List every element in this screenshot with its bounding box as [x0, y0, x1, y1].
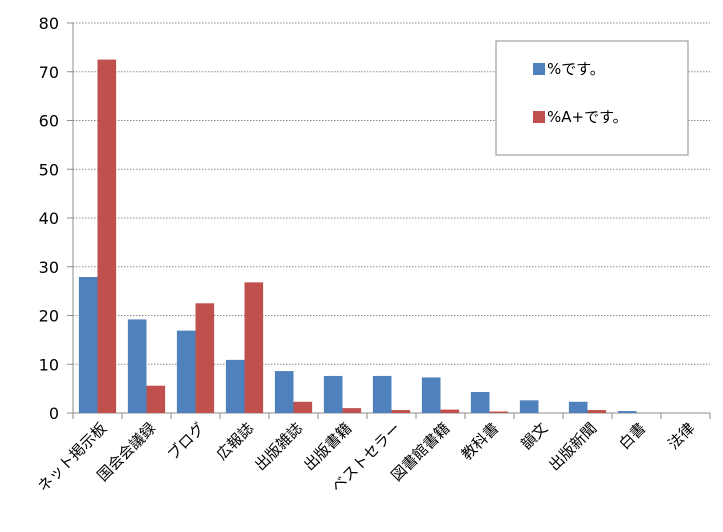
x-tick-label: 白書 — [615, 419, 649, 453]
bar-desu — [617, 411, 637, 413]
bar-desu — [323, 375, 343, 413]
legend-label: %A+です。 — [547, 108, 628, 126]
x-tick-label: 韻文 — [517, 419, 551, 453]
legend-swatch — [533, 111, 545, 123]
x-tick-label: 法律 — [664, 419, 698, 453]
legend-swatch — [533, 63, 545, 75]
bar-desu — [78, 276, 98, 413]
y-tick-label: 10 — [39, 355, 59, 374]
x-tick-label: 出版新聞 — [545, 419, 600, 474]
y-tick-label: 70 — [39, 63, 59, 82]
bar-a-plus-desu — [195, 303, 215, 413]
legend: %です。 %A+です。 — [495, 40, 689, 156]
y-tick-label: 20 — [39, 307, 59, 326]
bar-desu — [421, 377, 441, 413]
legend-box — [495, 40, 689, 156]
bar-desu — [519, 400, 539, 413]
x-tick-label: 教科書 — [458, 419, 503, 464]
bar-a-plus-desu — [293, 401, 313, 413]
y-tick-label: 50 — [39, 160, 59, 179]
bar-a-plus-desu — [97, 59, 117, 413]
bar-desu — [274, 371, 294, 413]
y-tick-label: 60 — [39, 112, 59, 131]
bar-desu — [470, 392, 490, 413]
bar-desu — [372, 375, 392, 413]
y-axis-ticks: 0 10 20 30 40 50 60 70 80 — [39, 14, 59, 423]
x-axis-ticks: ネット掲示板国会会議録 ブログ 広報誌出版雑誌出版書籍ベストセラー図書館書籍 教科書韻… — [34, 419, 698, 496]
y-tick-label: 40 — [39, 209, 59, 228]
x-tick-label: ネット掲示板 — [34, 419, 110, 495]
bar-desu — [176, 330, 196, 413]
x-tick-label: 出版雑誌 — [251, 419, 306, 474]
bar-a-plus-desu — [244, 282, 264, 413]
x-tick-label: ブログ — [164, 419, 209, 464]
bar-desu — [568, 401, 588, 413]
y-tick-label: 30 — [39, 258, 59, 277]
y-tick-label: 80 — [39, 14, 59, 33]
bar-a-plus-desu — [146, 385, 166, 413]
bar-a-plus-desu — [489, 411, 509, 413]
bar-a-plus-desu — [440, 409, 460, 413]
bar-desu — [127, 319, 147, 413]
grid-layer — [73, 22, 710, 365]
legend-label: %です。 — [547, 60, 605, 78]
bar-a-plus-desu — [391, 410, 411, 413]
bar-desu — [225, 359, 245, 413]
x-tick-label: 広報誌 — [213, 419, 258, 464]
bar-a-plus-desu — [342, 408, 362, 413]
bar-layer — [78, 59, 637, 413]
bar-a-plus-desu — [587, 410, 607, 413]
y-tick-label: 0 — [49, 404, 59, 423]
